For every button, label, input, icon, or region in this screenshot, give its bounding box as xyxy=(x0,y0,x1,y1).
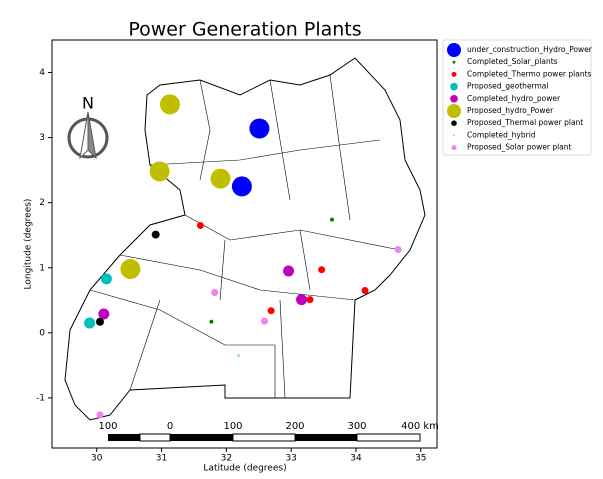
plant-point xyxy=(249,118,270,139)
legend-marker xyxy=(447,104,461,118)
legend-label: Completed_hydro_power xyxy=(467,94,561,103)
x-tick-label: 34 xyxy=(350,454,362,464)
y-tick-label: -1 xyxy=(36,393,45,403)
y-axis-label: Longitude (degrees) xyxy=(24,199,34,290)
country-outline xyxy=(64,57,426,421)
scale-bar-label: 200 xyxy=(285,421,304,432)
legend-marker xyxy=(451,120,457,126)
legend-marker xyxy=(450,82,458,91)
scale-bar-label: 300 xyxy=(347,421,366,432)
plant-point xyxy=(330,217,334,222)
plant-point xyxy=(120,259,141,280)
legend-label: under_construction_Hydro_Power xyxy=(467,45,593,54)
plant-point xyxy=(196,221,204,229)
plant-point xyxy=(394,246,402,254)
legend-marker xyxy=(450,94,458,103)
legend-marker xyxy=(447,43,461,57)
scale-bar-label: 100 xyxy=(223,421,242,432)
plant-point xyxy=(96,411,104,419)
legend-label: Proposed_geothermal xyxy=(467,82,549,91)
scale-bar-label: 0 xyxy=(167,421,173,432)
plant-point xyxy=(318,266,326,274)
scale-bar-label: 400 km xyxy=(401,421,439,432)
legend-marker xyxy=(451,71,457,77)
y-tick-label: 0 xyxy=(39,328,45,338)
scale-bar xyxy=(108,433,421,442)
x-tick-label: 35 xyxy=(415,454,426,464)
plant-point xyxy=(210,168,231,189)
legend-label: Completed_Thermo power plants xyxy=(467,69,592,78)
plant-point xyxy=(283,265,295,277)
plant-point xyxy=(231,176,252,197)
plant-point xyxy=(149,161,170,182)
x-axis-label: Latitude (degrees) xyxy=(203,464,286,474)
legend-marker xyxy=(451,145,457,151)
plant-point xyxy=(209,319,214,324)
plant-point xyxy=(98,308,110,320)
plant-point xyxy=(361,287,369,295)
y-tick-label: 2 xyxy=(39,198,45,208)
district-lines xyxy=(89,74,401,399)
plant-point xyxy=(151,230,160,239)
x-tick-label: 33 xyxy=(285,454,296,464)
north-arrow: N xyxy=(67,94,109,160)
plant-point xyxy=(100,273,112,285)
axes-frame xyxy=(51,39,438,449)
legend-marker xyxy=(452,60,456,64)
y-tick-label: 4 xyxy=(39,68,45,78)
legend-label: Completed_Solar_plants xyxy=(467,57,558,66)
plant-point xyxy=(211,288,219,296)
legend-label: Proposed_Solar power plant xyxy=(467,143,572,152)
north-label: N xyxy=(82,94,94,113)
x-tick-label: 32 xyxy=(221,454,232,464)
plant-point xyxy=(95,317,104,326)
plant-point xyxy=(296,294,308,306)
legend-label: Completed_hybrid xyxy=(467,130,536,139)
plant-point xyxy=(267,307,275,315)
chart-title: Power Generation Plants xyxy=(128,19,361,41)
plant-point xyxy=(261,317,269,325)
plant-point xyxy=(84,317,96,329)
y-tick-label: 3 xyxy=(39,133,45,143)
scale-bar-label: 100 xyxy=(98,421,117,432)
legend-label: Proposed_hydro_Power xyxy=(467,106,554,115)
legend-marker xyxy=(452,134,456,137)
plant-point xyxy=(237,354,241,358)
x-tick-label: 30 xyxy=(91,454,103,464)
legend-label: Proposed_Thermal power plant xyxy=(467,118,583,127)
y-tick-label: 1 xyxy=(39,263,45,273)
x-tick-label: 31 xyxy=(156,454,167,464)
plant-point xyxy=(159,94,180,115)
plant-point xyxy=(306,296,314,304)
legend xyxy=(442,39,592,156)
